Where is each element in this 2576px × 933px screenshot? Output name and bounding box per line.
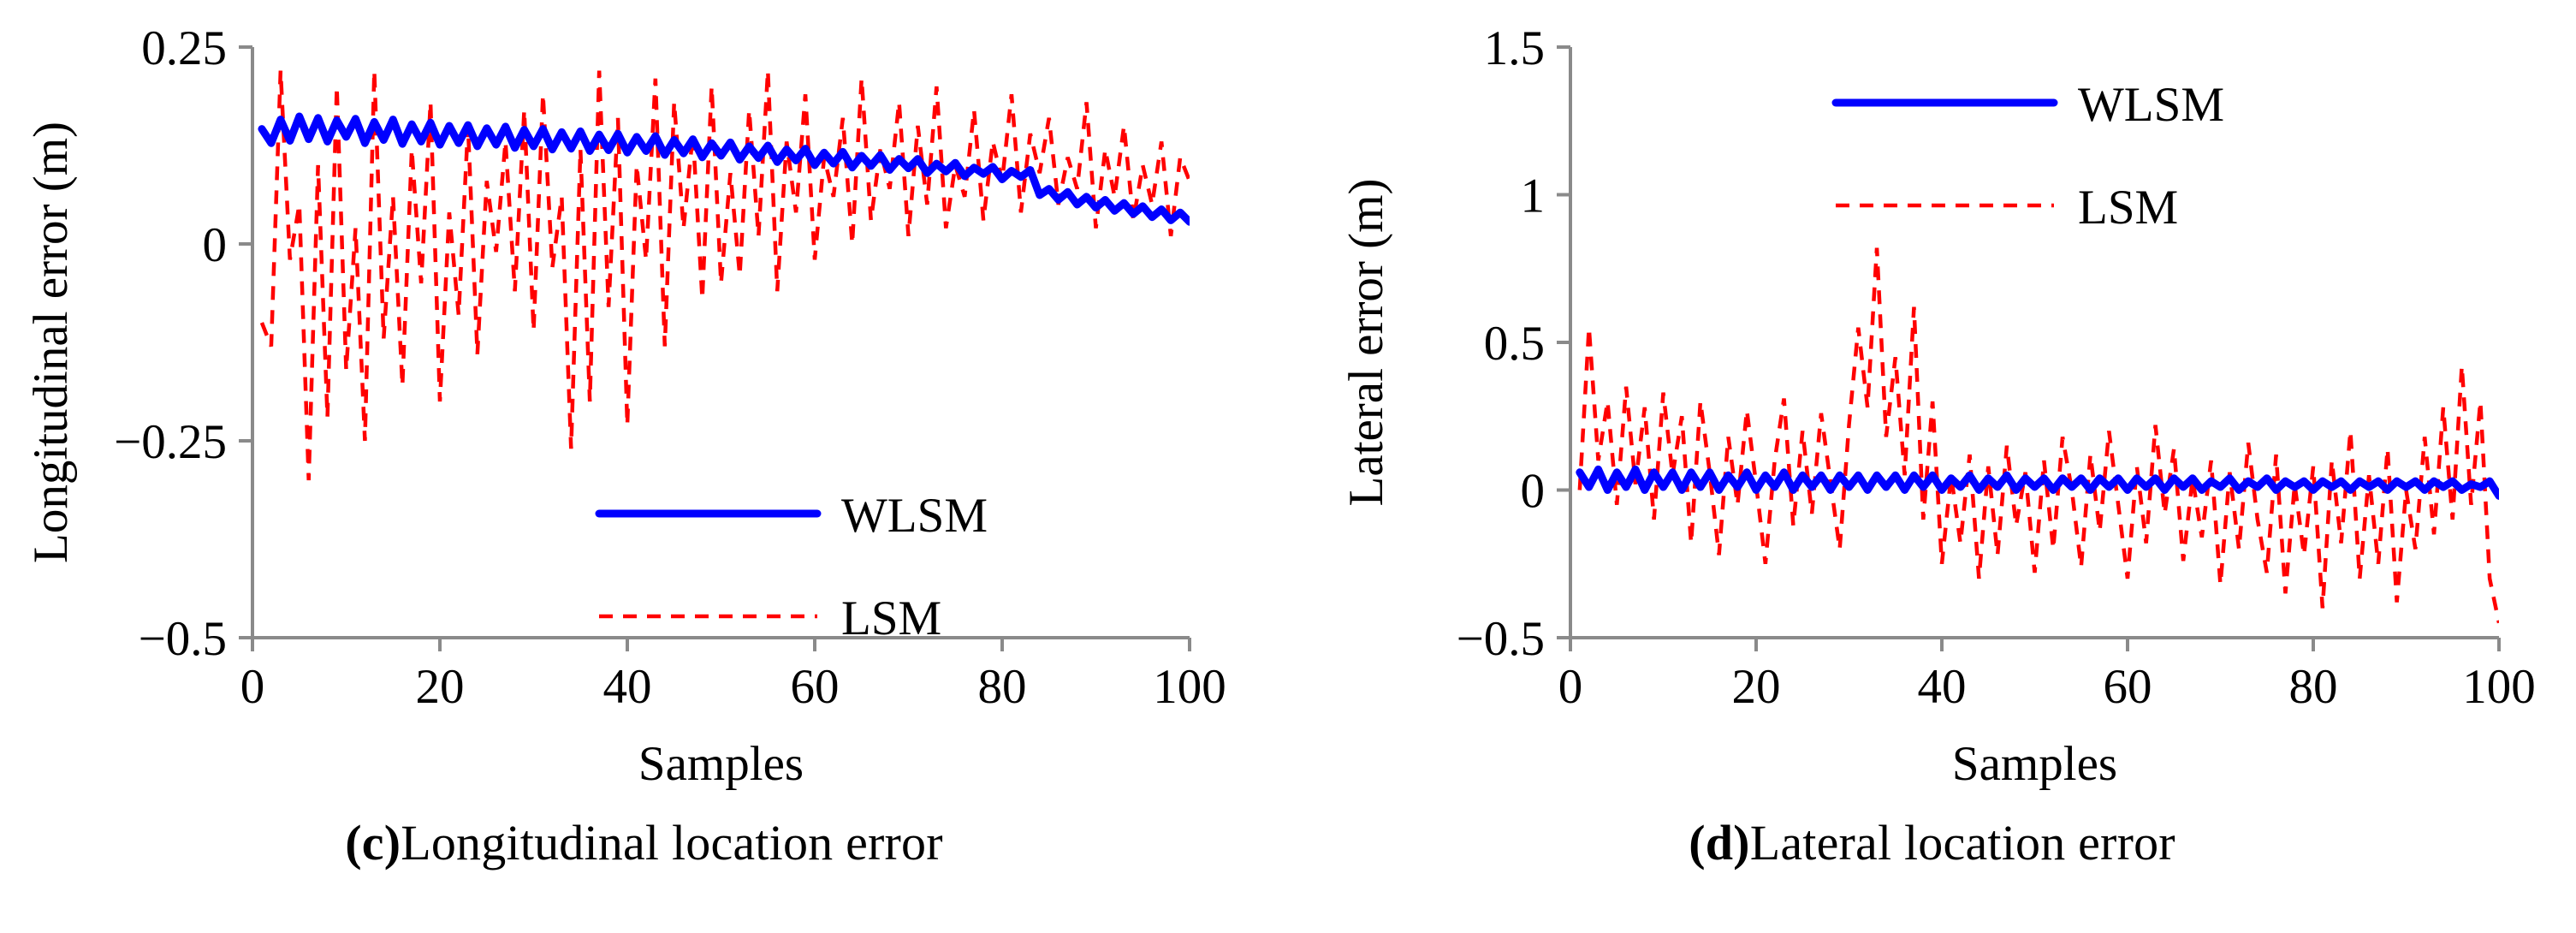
x-axis-title: Samples [638,737,804,791]
y-axis-title: Lateral error (m) [1339,179,1393,507]
x-tick-label: 20 [416,660,465,714]
chart-longitudinal-location-error: −0.5 −0.25 0 0.25 0 20 40 60 80 100 Samples Longitu… [0,0,1288,817]
x-tick-label: 0 [240,660,265,714]
y-tick-label: 0.5 [1484,317,1545,371]
legend: WLSM LSM [595,489,988,645]
y-tick-label: 0.25 [141,21,227,75]
x-tick-label: 0 [1558,660,1583,714]
x-tick-label: 40 [1918,660,1967,714]
panel-longitudinal-location-error: −0.5 −0.25 0 0.25 0 20 40 60 80 100 Samples Longitu… [0,0,1288,933]
x-tick-label: 80 [978,660,1027,714]
x-tick-label: 60 [791,660,840,714]
x-tick-label: 100 [1153,660,1226,714]
panel-d-caption-tag: (d) [1689,815,1750,871]
chart-lateral-location-error: −0.5 0 0.5 1 1.5 0 20 40 60 80 100 Samples Lateral e… [1288,0,2576,817]
x-tick-label: 60 [2104,660,2152,714]
panel-lateral-location-error: −0.5 0 0.5 1 1.5 0 20 40 60 80 100 Samples Lateral e… [1288,0,2576,933]
series-line-lsm [1577,247,2499,624]
legend-label-wlsm: WLSM [2078,78,2224,132]
panel-c-caption-text: Longitudinal location error [401,815,943,871]
y-tick-label: −0.25 [114,415,227,469]
panel-d-caption-text: Lateral location error [1749,815,2175,871]
panel-d-caption: (d) Lateral location error [1288,817,2576,933]
x-tick-label: 80 [2289,660,2338,714]
longitudinal-error-plot: −0.5 −0.25 0 0.25 0 20 40 60 80 100 Samples Longitu… [24,21,1226,791]
panel-c-caption: (c) Longitudinal location error [0,817,1288,933]
legend-label-wlsm: WLSM [841,489,988,543]
legend: WLSM LSM [1831,78,2224,235]
y-tick-label: 0 [1521,465,1546,519]
y-tick-label: −0.5 [1457,612,1545,666]
y-tick-label: 0 [203,218,228,272]
series-line-lsm [259,70,1190,481]
x-tick-label: 100 [2462,660,2536,714]
plot-area [258,70,1190,481]
y-axis-title: Longitudinal error (m) [24,122,78,563]
x-axis-title: Samples [1952,737,2117,791]
legend-label-lsm: LSM [2078,181,2178,235]
y-tick-label: 1.5 [1484,21,1545,75]
y-tick-label: 1 [1521,169,1546,223]
series-line-wlsm [1576,465,2499,500]
legend-label-lsm: LSM [841,591,941,645]
series-line-wlsm [258,112,1190,226]
y-tick-label: −0.5 [139,612,227,666]
x-tick-label: 40 [603,660,652,714]
panel-c-caption-tag: (c) [345,815,401,871]
x-tick-label: 20 [1732,660,1781,714]
plot-area [1576,247,2499,624]
